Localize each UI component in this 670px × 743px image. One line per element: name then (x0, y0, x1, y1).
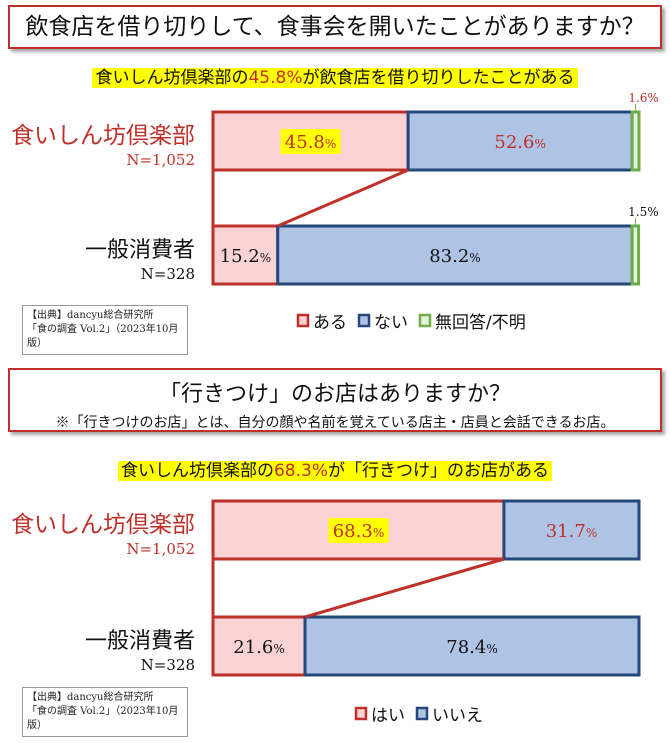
category-n: N=1,052 (126, 151, 195, 169)
connector-right (277, 168, 409, 228)
value-label: 68.3% (333, 521, 384, 542)
chart2-source: 【出典】dancyu総合研究所「食の調査 Vol.2」（2023年10月版） (22, 687, 188, 737)
chart1-plot: 食いしん坊倶楽部 N=1,052 45.8% 52.6% 1.6% 一般消費者 N=328 1… (11, 91, 659, 333)
value-label: 83.2% (429, 246, 480, 267)
bar-segment-ない (406, 110, 634, 172)
chart2-headline: 食いしん坊倶楽部の68.3%が「行きつけ」のお店がある (0, 456, 670, 481)
chart1-headline: 食いしん坊倶楽部の45.8%が飲食店を借り切りしたことがある (0, 63, 670, 88)
category-label: 食いしん坊倶楽部 (11, 123, 195, 149)
category-label: 食いしん坊倶楽部 (11, 512, 195, 538)
category-n: N=328 (141, 656, 195, 674)
legend-label: はい (371, 706, 405, 726)
legend-swatch-はい (354, 706, 368, 721)
headline-value: 68.3% (273, 461, 328, 481)
legend-label: ある (313, 313, 347, 333)
connector-right (304, 557, 505, 619)
headline-post: が「行きつけ」のお店がある (328, 461, 549, 481)
headline-value: 45.8% (248, 68, 303, 88)
chart2-plot: 食いしん坊倶楽部 N=1,052 68.3% 31.7% 一般消費者 N=328 21.6%… (11, 499, 641, 726)
value-highlight (280, 129, 341, 154)
category-label: 一般消費者 (85, 629, 195, 654)
value-label: 31.7% (546, 521, 597, 542)
chart2-note: ※「行きつけのお店」とは、自分の顔や名前を覚えている店主・店員と会話できるお店。 (55, 415, 615, 431)
chart1-title: 飲食店を借り切りして、食事会を開いたことがありますか？ (8, 5, 662, 49)
source-line: 【出典】dancyu総合研究所 (27, 692, 154, 703)
legend-label: ない (374, 313, 408, 333)
legend-label: 無回答/不明 (435, 313, 526, 333)
category-n: N=328 (141, 265, 195, 283)
source-line: 「食の調査 Vol.2」（2023年10月版） (27, 706, 179, 731)
value-label: 45.8% (285, 132, 336, 153)
chart1-source: 【出典】dancyu総合研究所「食の調査 Vol.2」（2023年10月版） (22, 305, 188, 355)
legend-swatch-いいえ (415, 706, 429, 721)
legend-swatch-ある (296, 313, 310, 328)
bar-segment-無回答/不明 (630, 224, 641, 286)
legend-label: いいえ (432, 706, 483, 726)
value-label-small: 1.6% (628, 91, 659, 105)
headline-post: が飲食店を借り切りしたことがある (302, 68, 575, 88)
legend-swatch-ない (357, 313, 371, 328)
chart2-title: 「行きつけ」のお店はありますか？ (158, 382, 511, 407)
value-label: 78.4% (446, 637, 497, 658)
value-label-small: 1.5% (628, 205, 659, 219)
legend-swatch-無回答/不明 (418, 313, 432, 328)
bar-segment-無回答/不明 (630, 110, 641, 172)
source-line: 「食の調査 Vol.2」（2023年10月版） (27, 324, 179, 349)
bar-segment-いいえ (303, 615, 641, 677)
value-label: 52.6% (494, 132, 545, 153)
headline-pre: 食いしん坊倶楽部の (120, 461, 274, 481)
category-n: N=1,052 (126, 540, 195, 558)
bar-segment-ある (211, 224, 280, 286)
category-label: 一般消費者 (85, 238, 195, 263)
chart2-title-box: 「行きつけ」のお店はありますか？ ※「行きつけのお店」とは、自分の顔や名前を覚え… (8, 368, 662, 432)
source-line: 【出典】dancyu総合研究所 (27, 310, 154, 321)
value-label: 15.2% (220, 246, 271, 267)
bar-segment-いいえ (502, 499, 641, 561)
value-label: 21.6% (233, 637, 284, 658)
headline-pre: 食いしん坊倶楽部の (95, 68, 249, 88)
value-highlight (328, 518, 389, 543)
